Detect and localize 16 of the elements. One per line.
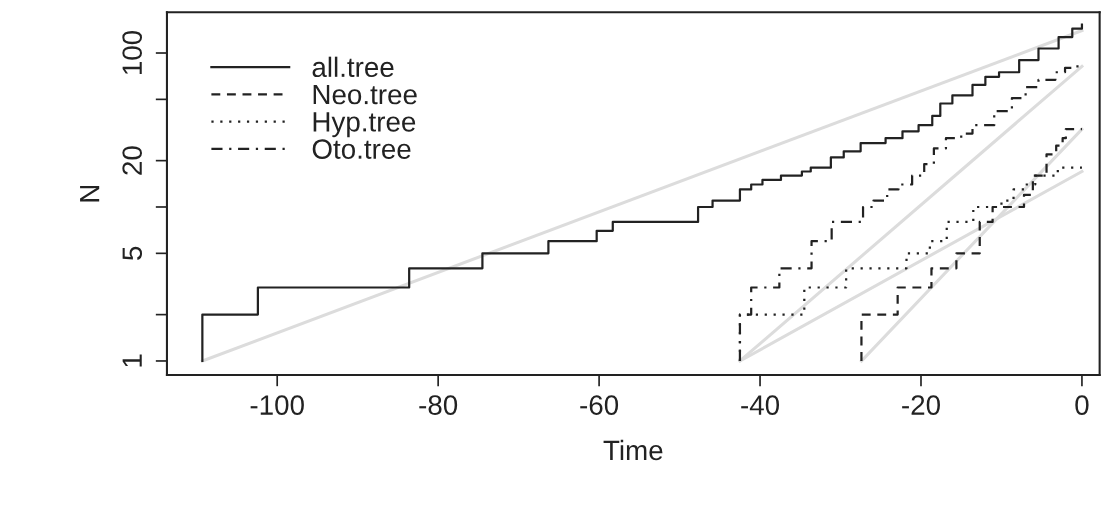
x-tick-label: -80 xyxy=(419,395,458,415)
legend-label: Oto.tree xyxy=(312,139,411,159)
x-tick-label: 0 xyxy=(1075,395,1089,415)
legend-label: all.tree xyxy=(312,56,394,78)
y-tick-label: 100 xyxy=(122,30,143,75)
y-tick-label: 1 xyxy=(122,354,142,367)
x-tick-label: -100 xyxy=(250,395,304,415)
x-tick-label: -40 xyxy=(741,395,780,415)
legend-label: Neo.tree xyxy=(313,84,417,105)
x-tick-label: -60 xyxy=(580,395,619,415)
y-axis-title: N xyxy=(80,185,100,202)
y-tick-label: 5 xyxy=(122,246,143,260)
x-tick-label: -20 xyxy=(902,395,940,415)
legend-label: Hyp.tree xyxy=(313,112,416,138)
x-axis-title: Time xyxy=(603,439,663,461)
y-tick-label: 20 xyxy=(122,146,143,175)
